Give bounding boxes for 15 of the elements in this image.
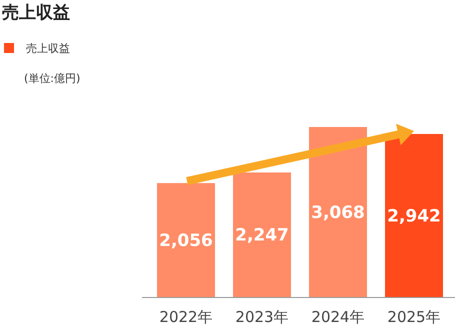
x-tick-label: 2025年 [387, 308, 441, 324]
legend-label: 売上収益 [26, 42, 70, 55]
data-label: 2,942 [387, 206, 441, 226]
x-tick-label: 2023年 [235, 308, 289, 324]
text: (単位:億円) [24, 72, 80, 85]
bar [385, 134, 443, 297]
x-tick-label: 2024年 [311, 308, 365, 324]
bar [233, 172, 291, 297]
data-label: 2,247 [235, 226, 289, 246]
bar [157, 183, 215, 297]
chart-title: 売上収益 [2, 3, 70, 23]
data-label: 2,056 [159, 231, 213, 252]
x-tick-label: 2022年 [159, 308, 213, 324]
data-label: 3,068 [311, 203, 365, 223]
bar [309, 127, 367, 297]
